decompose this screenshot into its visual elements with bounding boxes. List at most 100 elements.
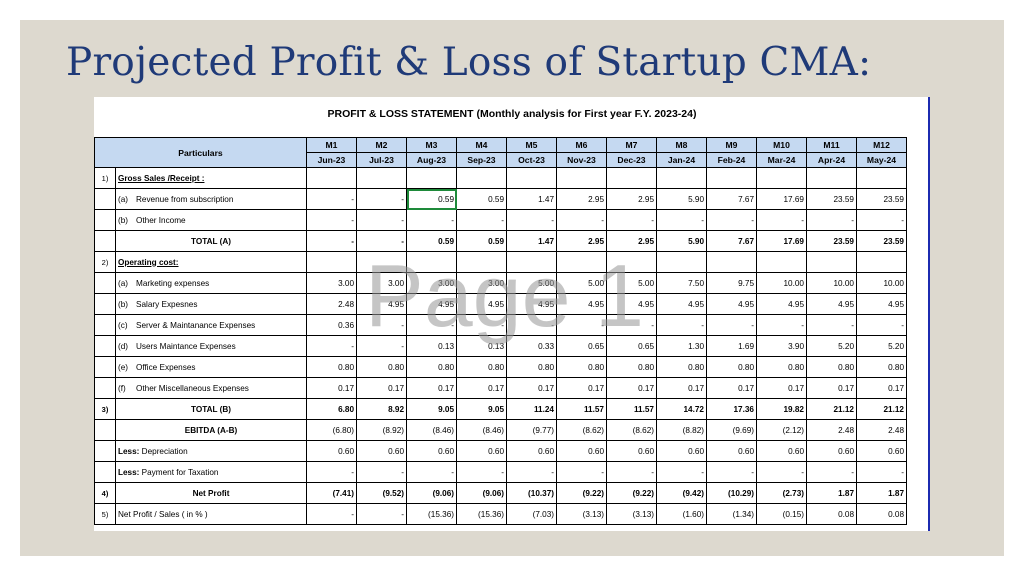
value-cell: -: [556, 461, 607, 483]
value-cell: -: [806, 461, 857, 483]
value-cell: 2.95: [556, 230, 607, 252]
item-label: Server & Maintanance Expenses: [136, 320, 256, 330]
value-cell: [456, 251, 507, 273]
value-cell: 3.90: [756, 335, 807, 357]
value-cell: 0.17: [806, 377, 857, 399]
row-label: (e) Office Expenses: [115, 356, 307, 378]
month-header: M6: [556, 137, 607, 153]
header-row-dates: Jun-23 Jul-23 Aug-23 Sep-23 Oct-23 Nov-23 Dec-…: [95, 152, 907, 168]
value-cell: 0.36: [306, 314, 357, 336]
value-cell: 4.95: [806, 293, 857, 315]
less-label: Depreciation: [141, 446, 188, 456]
row-number: [94, 356, 116, 378]
item-label: Users Maintance Expenses: [136, 341, 236, 351]
item-label: Salary Expesnes: [136, 299, 198, 309]
value-cell: -: [806, 209, 857, 231]
value-cell: 9.75: [706, 272, 757, 294]
value-cell: 0.59: [406, 188, 457, 210]
value-cell: -: [556, 314, 607, 336]
value-cell: (9.69): [706, 419, 757, 441]
value-cell: 0.80: [856, 356, 907, 378]
value-cell: [656, 167, 707, 189]
value-cell: -: [556, 209, 607, 231]
value-cell: 0.80: [756, 356, 807, 378]
table-row: (c) Server & Maintanance Expenses 0.36- - - -…: [94, 314, 907, 336]
date-header: Sep-23: [456, 152, 507, 168]
value-cell: -: [506, 314, 557, 336]
value-cell: [606, 251, 657, 273]
value-cell: -: [406, 209, 457, 231]
value-cell: (8.46): [406, 419, 457, 441]
value-cell: 19.82: [756, 398, 807, 420]
value-cell: 0.65: [606, 335, 657, 357]
month-header: M5: [506, 137, 557, 153]
value-cell: 5.90: [656, 188, 707, 210]
value-cell: 0.08: [806, 503, 857, 525]
item-label: Marketing expenses: [136, 278, 210, 288]
less-prefix: Less:: [118, 467, 140, 477]
item-label: Office Expenses: [136, 362, 196, 372]
value-cell: 0.60: [506, 440, 557, 462]
value-cell: -: [706, 314, 757, 336]
value-cell: 5.00: [506, 272, 557, 294]
header-row-months: Particulars M1 M2 M3 M4 M5 M6 M7 M8 M9 M10 M11 M12: [94, 137, 907, 168]
row-number: [94, 377, 116, 399]
value-cell: -: [656, 209, 707, 231]
value-cell: [556, 251, 607, 273]
value-cell: -: [356, 503, 407, 525]
value-cell: 10.00: [806, 272, 857, 294]
value-cell: 1.30: [656, 335, 707, 357]
value-cell: 0.80: [556, 356, 607, 378]
table-row: TOTAL (A) - -0.59 0.59 1.47 2.95 2.95 5.90 7.67 1…: [94, 230, 907, 252]
less-label: Payment for Taxation: [141, 467, 219, 477]
value-cell: 0.60: [756, 440, 807, 462]
row-label: Gross Sales /Receipt :: [115, 167, 307, 189]
value-cell: (3.13): [606, 503, 657, 525]
value-cell: 0.80: [306, 356, 357, 378]
date-header: Feb-24: [706, 152, 757, 168]
row-label: TOTAL (B): [115, 398, 307, 420]
row-label: Less: Payment for Taxation: [115, 461, 307, 483]
month-header: M7: [606, 137, 657, 153]
table-row: (f) Other Miscellaneous Expenses 0.17 0.17 0…: [94, 377, 907, 399]
value-cell: 0.60: [656, 440, 707, 462]
value-cell: 0.17: [756, 377, 807, 399]
value-cell: 17.36: [706, 398, 757, 420]
item-letter: (b): [118, 215, 129, 225]
item-letter: (a): [118, 278, 129, 288]
item-label: Other Income: [136, 215, 186, 225]
row-number: 1): [94, 167, 116, 189]
row-label: Operating cost:: [115, 251, 307, 273]
value-cell: (10.29): [706, 482, 757, 504]
section-heading: Operating cost:: [118, 257, 179, 267]
value-cell: -: [606, 209, 657, 231]
row-number: [94, 419, 116, 441]
value-cell: 0.17: [606, 377, 657, 399]
item-label: Other Miscellaneous Expenses: [136, 383, 249, 393]
value-cell: 0.17: [306, 377, 357, 399]
value-cell: -: [756, 314, 807, 336]
value-cell: -: [456, 461, 507, 483]
month-header: M1: [306, 137, 357, 153]
value-cell: 7.50: [656, 272, 707, 294]
item-letter: (a): [118, 194, 129, 204]
value-cell: 0.60: [806, 440, 857, 462]
row-label: Net Profit / Sales ( in % ): [115, 503, 307, 525]
value-cell: -: [856, 209, 907, 231]
value-cell: 0.80: [356, 356, 407, 378]
value-cell: (9.22): [556, 482, 607, 504]
value-cell: (1.34): [706, 503, 757, 525]
value-cell: (9.77): [506, 419, 557, 441]
value-cell: 10.00: [856, 272, 907, 294]
item-letter: (c): [118, 320, 128, 330]
value-cell: 2.95: [556, 188, 607, 210]
value-cell: -: [406, 314, 457, 336]
row-number: 2): [94, 251, 116, 273]
month-header: M12: [856, 137, 907, 153]
value-cell: 1.47: [506, 230, 557, 252]
value-cell: 17.69: [756, 230, 807, 252]
date-header: Jul-23: [356, 152, 407, 168]
value-cell: -: [356, 335, 407, 357]
row-number: 3): [94, 398, 116, 420]
table-row: (a) Marketing expenses 3.00 3.00 3.00 3.00 5.0…: [94, 272, 907, 294]
